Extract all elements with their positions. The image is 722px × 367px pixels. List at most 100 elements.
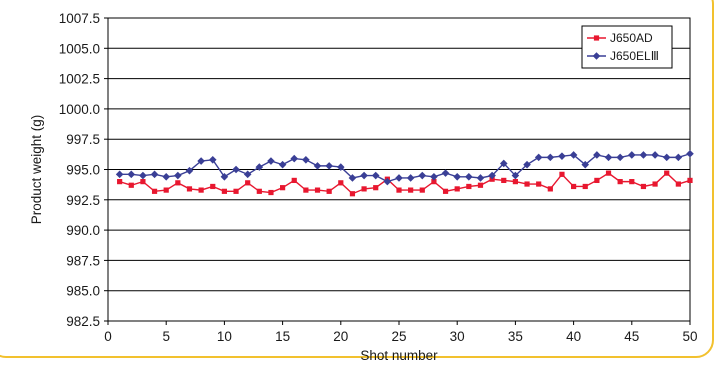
data-point: [687, 177, 693, 184]
data-point: [523, 160, 531, 169]
data-point: [419, 187, 425, 193]
data-point: [221, 188, 227, 194]
data-point: [396, 187, 402, 193]
data-point: [512, 179, 518, 185]
y-tick-label: 992.5: [66, 193, 100, 208]
data-point: [174, 171, 182, 180]
y-tick-label: 982.5: [66, 314, 100, 329]
data-point: [360, 171, 368, 180]
y-tick-label: 1000.0: [59, 102, 100, 117]
data-point: [674, 153, 683, 162]
data-point: [524, 181, 530, 187]
data-point: [628, 151, 636, 159]
y-tick-label: 1002.5: [59, 72, 100, 87]
data-point: [559, 171, 565, 177]
data-point: [594, 177, 600, 184]
data-point: [536, 181, 542, 187]
x-axis-ticks: 0 5 10 15 20 25 30 35 40 45 50: [104, 321, 698, 344]
data-point: [325, 162, 333, 170]
data-point: [338, 180, 344, 186]
data-point: [511, 171, 520, 180]
x-tick-label: 15: [275, 329, 290, 344]
data-point: [546, 153, 555, 162]
data-point: [476, 174, 485, 182]
data-point: [280, 185, 286, 191]
data-point: [593, 151, 601, 159]
data-point: [175, 180, 181, 186]
y-tick-label: 985.0: [66, 284, 100, 299]
y-tick-label: 987.5: [66, 253, 100, 268]
data-point: [185, 166, 194, 175]
data-point: [395, 174, 403, 182]
data-point: [140, 179, 146, 185]
legend-swatch-marker: [592, 52, 601, 60]
y-tick-label: 1005.0: [59, 41, 100, 56]
y-tick-label: 997.5: [66, 132, 100, 147]
data-point: [616, 153, 624, 162]
x-tick-label: 5: [162, 329, 170, 344]
data-point: [501, 177, 507, 184]
data-point: [233, 188, 239, 194]
data-point: [617, 179, 623, 185]
y-axis-title: Product weight (g): [29, 115, 44, 225]
series-layer: [115, 149, 694, 197]
x-tick-label: 25: [391, 329, 406, 344]
x-tick-label: 20: [333, 329, 348, 344]
data-point: [326, 188, 332, 194]
data-point: [127, 170, 136, 179]
data-point: [128, 182, 134, 188]
data-point: [245, 180, 251, 186]
data-point: [151, 188, 158, 194]
data-point: [278, 160, 287, 169]
data-point: [348, 174, 357, 182]
data-point: [441, 169, 450, 177]
data-point: [686, 149, 694, 158]
data-point: [150, 170, 159, 179]
data-point: [640, 183, 647, 190]
data-point: [477, 182, 484, 188]
data-point: [465, 172, 473, 181]
data-point: [115, 170, 124, 179]
data-point: [582, 183, 588, 190]
data-point: [349, 191, 356, 197]
data-point: [256, 188, 262, 194]
data-point: [408, 187, 414, 193]
data-point: [466, 183, 472, 190]
data-point: [604, 153, 613, 162]
data-point: [220, 172, 229, 181]
data-point: [210, 183, 216, 190]
data-point: [651, 151, 659, 159]
data-point: [662, 153, 671, 162]
y-axis-ticks: 982.5 985.0 987.5 990.0 992.5 995.0 997.5 1000.…: [59, 11, 108, 329]
legend-item: J650ELⅢ: [587, 49, 659, 63]
data-point: [406, 174, 415, 182]
data-point: [571, 183, 577, 190]
x-tick-label: 30: [450, 329, 465, 344]
data-point: [139, 171, 147, 180]
data-point: [198, 187, 204, 193]
data-point: [639, 151, 648, 159]
x-tick-label: 40: [566, 329, 581, 344]
legend-box: [581, 25, 673, 69]
data-point: [442, 188, 449, 194]
data-point: [558, 152, 566, 160]
data-point: [268, 189, 274, 196]
legend-swatch-marker: [593, 35, 600, 41]
data-point: [313, 162, 322, 170]
data-point: [162, 172, 170, 181]
data-point: [383, 177, 392, 186]
series-line: [119, 172, 691, 195]
x-tick-label: 45: [624, 329, 639, 344]
series-1: [117, 170, 693, 197]
y-tick-label: 1007.5: [59, 11, 100, 26]
data-point: [302, 156, 310, 164]
y-tick-label: 990.0: [66, 223, 100, 238]
data-point: [232, 165, 240, 174]
data-point: [303, 187, 309, 193]
series-2: [115, 149, 694, 186]
data-point: [197, 157, 205, 165]
data-point: [629, 179, 635, 185]
legend-label: J650AD: [610, 31, 653, 45]
data-point: [675, 181, 681, 187]
